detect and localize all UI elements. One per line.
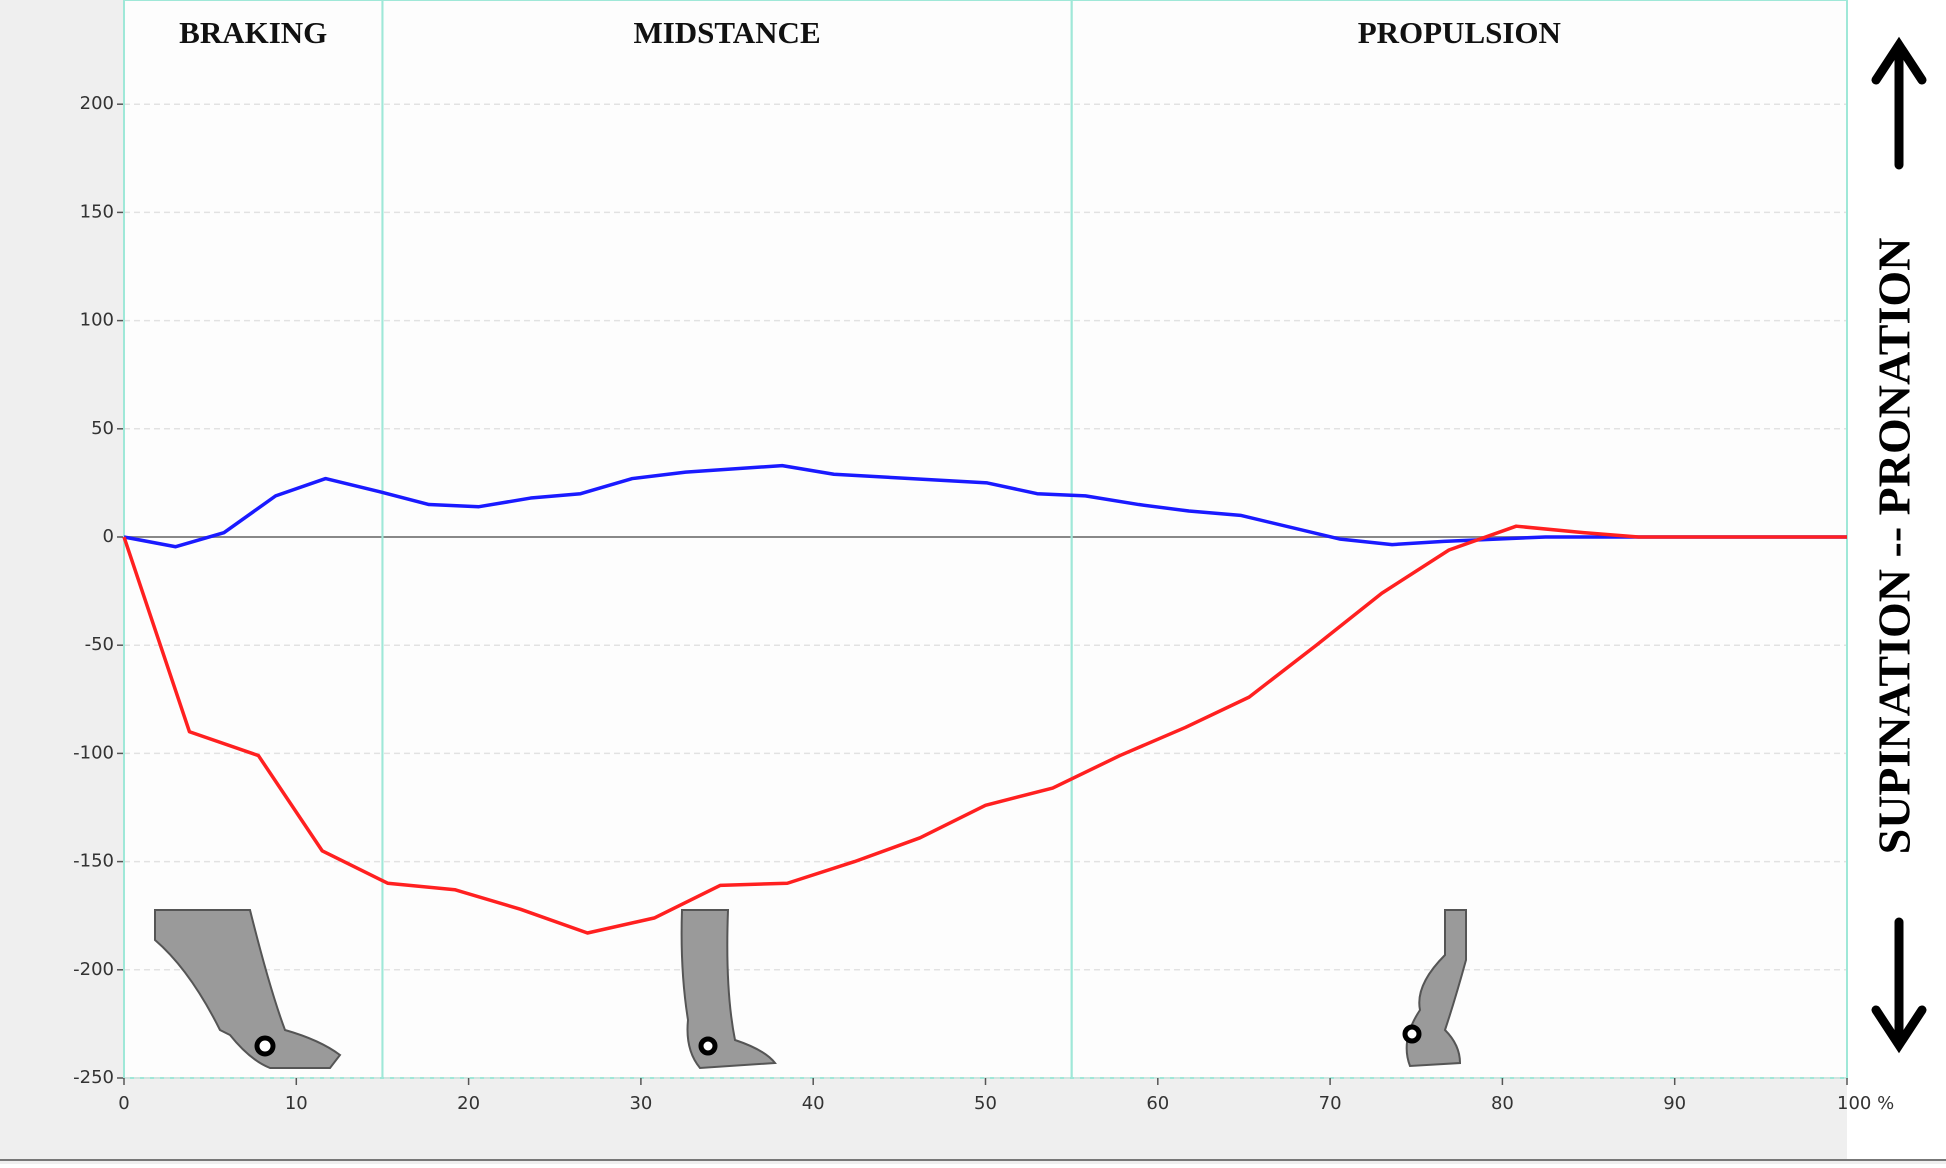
arrows xyxy=(1871,36,1927,1054)
x-tick-label: 20 xyxy=(457,1093,480,1114)
y-tick-label: 50 xyxy=(91,418,114,439)
foot-image xyxy=(154,909,342,1069)
x-tick-label: 10 xyxy=(285,1093,308,1114)
series-line xyxy=(122,524,1847,935)
side-label: SUPINATION -- PRONATION xyxy=(1869,238,1920,855)
x-tick-label: 30 xyxy=(629,1093,652,1114)
foot-image xyxy=(1405,909,1467,1068)
y-tick-label: -100 xyxy=(73,742,114,763)
x-tick-label: 70 xyxy=(1319,1093,1342,1114)
plot-area xyxy=(123,0,1848,1079)
x-tick-label: 40 xyxy=(802,1093,825,1114)
y-tick-label: 0 xyxy=(103,526,114,547)
phase-label: MIDSTANCE xyxy=(633,15,820,50)
marker-dot xyxy=(698,1036,718,1056)
y-tick-label: -50 xyxy=(85,634,114,655)
x-tick-label: 90 xyxy=(1663,1093,1686,1114)
x-tick-label: 0 xyxy=(118,1093,129,1114)
x-tick-label: 100 % xyxy=(1837,1093,1894,1114)
arrow-up xyxy=(1871,36,1927,170)
y-tick-label: -150 xyxy=(73,851,114,872)
phase-label: PROPULSION xyxy=(1358,15,1561,50)
y-tick-label: 150 xyxy=(80,201,114,222)
y-tick-label: -250 xyxy=(73,1067,114,1088)
foot-images xyxy=(154,909,1467,1070)
marker-dot xyxy=(254,1035,276,1057)
foot-image xyxy=(680,909,777,1070)
y-tick-label: -200 xyxy=(73,959,114,980)
plot: -250 -200 -150 -100 -50 0 50 100 150 200 0 10 20 30 40… xyxy=(73,0,1894,1114)
marker-dot xyxy=(1402,1024,1422,1044)
phase-label: BRAKING xyxy=(179,15,327,50)
x-tick-label: 60 xyxy=(1146,1093,1169,1114)
x-tick-label: 80 xyxy=(1491,1093,1514,1114)
series-line xyxy=(123,463,1847,549)
arrow-down xyxy=(1871,917,1927,1054)
x-tick-label: 50 xyxy=(974,1093,997,1114)
y-tick-label: 200 xyxy=(80,93,114,114)
y-tick-label: 100 xyxy=(80,310,114,331)
